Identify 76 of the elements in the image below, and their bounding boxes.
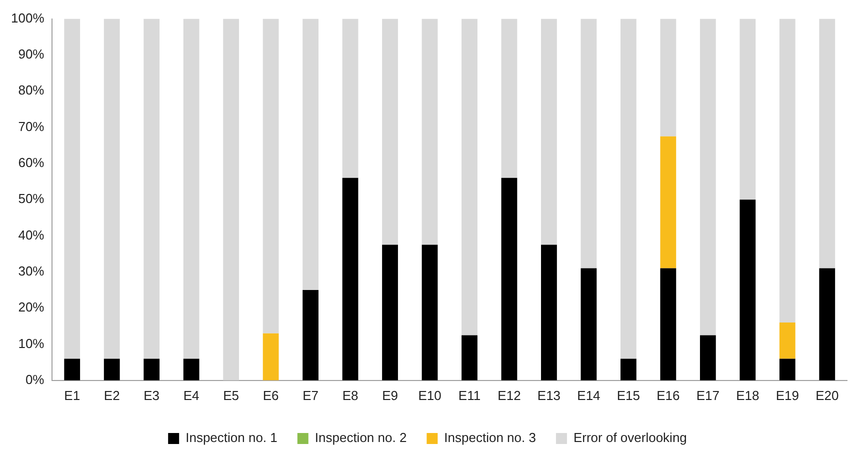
bar	[144, 358, 160, 380]
x-tick-label: E12	[498, 388, 521, 403]
x-tick-label: E17	[696, 388, 720, 403]
x-tick-label: E20	[816, 388, 839, 403]
bar	[64, 18, 80, 359]
legend-label: Inspection no. 2	[314, 430, 407, 446]
bar	[620, 358, 636, 380]
bar	[183, 18, 200, 359]
bar	[660, 18, 676, 136]
legend-label: Inspection no. 3	[444, 430, 536, 446]
legend-label: Error of overlooking	[573, 430, 687, 446]
bar	[422, 18, 438, 245]
bar	[819, 18, 836, 268]
bar	[541, 18, 557, 245]
bar	[262, 333, 279, 380]
x-tick-label: E11	[458, 388, 481, 403]
bar	[620, 18, 636, 359]
bar	[740, 200, 756, 380]
bar	[144, 18, 160, 359]
bar	[660, 136, 676, 268]
x-tick-label: E6	[262, 388, 279, 403]
legend-label: Inspection no. 1	[186, 430, 278, 446]
y-tick-label: 10%	[18, 336, 45, 351]
bar	[580, 268, 597, 380]
y-tick-label: 50%	[18, 191, 45, 206]
y-tick-label: 80%	[18, 82, 45, 98]
y-tick-label: 70%	[18, 118, 45, 134]
bar	[541, 244, 557, 380]
bar	[819, 268, 836, 380]
bar	[302, 290, 318, 380]
x-tick-label: E13	[537, 388, 561, 403]
bar	[779, 358, 796, 380]
x-tick-label: E19	[776, 388, 799, 403]
x-tick-label: E7	[302, 388, 318, 403]
bar	[700, 335, 716, 380]
bar	[223, 18, 240, 380]
bar	[342, 18, 358, 178]
x-tick-label: E1	[64, 388, 80, 403]
bar	[462, 335, 478, 380]
y-tick-label: 20%	[18, 300, 45, 315]
bar	[262, 18, 279, 334]
bar	[779, 18, 796, 323]
bar	[302, 18, 318, 290]
y-tick-label: 100%	[11, 10, 45, 26]
y-tick-label: 90%	[18, 46, 45, 62]
bar	[64, 358, 80, 380]
bar	[382, 18, 398, 245]
x-tick-label: E15	[616, 388, 640, 403]
bar	[183, 358, 200, 380]
bar	[422, 244, 438, 380]
x-tick-label: E5	[223, 388, 240, 403]
x-tick-label: E9	[382, 388, 398, 403]
x-tick-label: E4	[183, 388, 200, 403]
bar	[740, 18, 756, 200]
bar	[462, 18, 478, 336]
bar	[779, 322, 796, 359]
x-tick-label: E18	[736, 388, 760, 403]
bar	[660, 268, 676, 380]
y-tick-label: 30%	[18, 264, 45, 278]
x-tick-label: E16	[656, 388, 680, 403]
bar	[104, 18, 120, 359]
bar	[580, 18, 597, 268]
y-tick-label: 60%	[18, 155, 45, 170]
bar	[104, 358, 120, 380]
y-tick-label: 0%	[25, 372, 45, 387]
x-tick-label: E10	[418, 388, 442, 403]
bar	[382, 244, 398, 380]
x-tick-label: E8	[342, 388, 358, 403]
x-tick-label: E2	[104, 388, 120, 403]
x-tick-label: E3	[144, 388, 160, 403]
y-tick-label: 40%	[18, 227, 45, 242]
bar	[501, 18, 518, 178]
bar	[501, 178, 518, 380]
bar	[700, 18, 716, 336]
x-tick-label: E14	[577, 388, 600, 403]
bar	[342, 178, 358, 380]
